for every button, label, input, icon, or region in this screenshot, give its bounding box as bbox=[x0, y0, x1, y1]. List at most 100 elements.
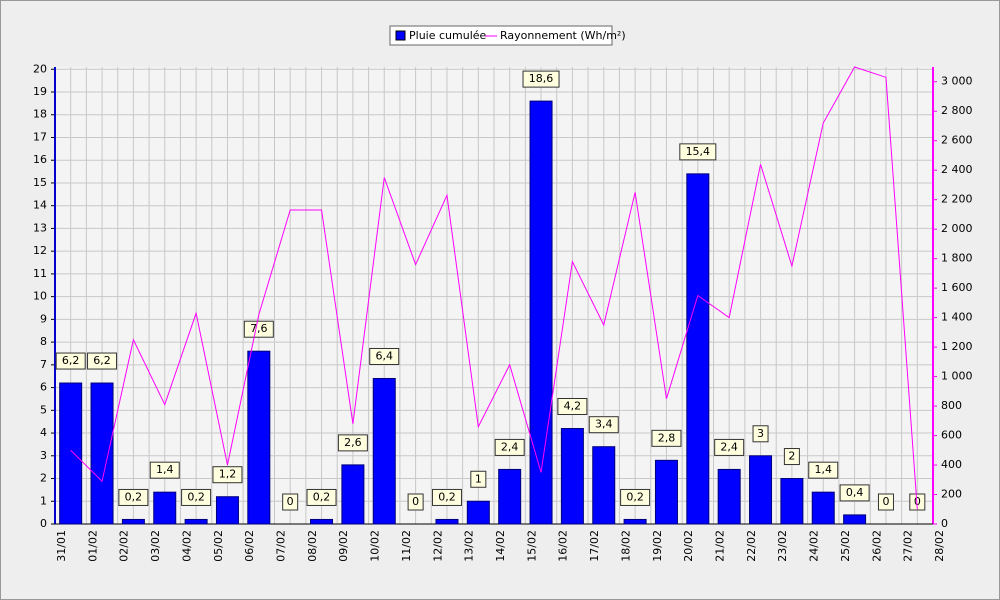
value-label-box bbox=[557, 398, 588, 416]
y-tick-label: 13 bbox=[33, 221, 47, 234]
value-label: 0,4 bbox=[846, 486, 864, 499]
legend: Pluie cumulée Rayonnement (Wh/m²) bbox=[389, 25, 626, 46]
y-tick-label: 6 bbox=[40, 381, 47, 394]
bar bbox=[749, 455, 773, 525]
bar bbox=[372, 377, 396, 525]
value-label-box bbox=[714, 438, 745, 456]
value-label-box bbox=[282, 493, 299, 511]
value-label-box bbox=[369, 347, 400, 365]
value-label: 0 bbox=[412, 495, 419, 508]
x-tick-label: 06/02 bbox=[243, 530, 256, 562]
value-label: 1,4 bbox=[815, 463, 833, 476]
legend-swatch bbox=[395, 30, 406, 41]
legend-box bbox=[389, 25, 613, 46]
y-tick-label: 14 bbox=[33, 199, 47, 212]
bar bbox=[310, 518, 334, 525]
y-tick-label: 0 bbox=[40, 517, 47, 530]
value-label: 1,2 bbox=[219, 468, 237, 481]
value-label: 7,6 bbox=[250, 322, 268, 335]
x-tick-label: 22/02 bbox=[745, 530, 758, 562]
y-tick-label: 10 bbox=[33, 290, 47, 303]
value-label-box bbox=[337, 434, 368, 452]
y-tick-label: 5 bbox=[40, 403, 47, 416]
y2-tick-label: 600 bbox=[941, 429, 962, 442]
y-tick-label: 7 bbox=[40, 358, 47, 371]
y-tick-label: 17 bbox=[33, 130, 47, 143]
value-label: 2,4 bbox=[501, 440, 519, 453]
y2-tick-label: 1 400 bbox=[941, 311, 973, 324]
bar bbox=[247, 350, 271, 525]
bar bbox=[623, 518, 647, 525]
y2-tick-label: 400 bbox=[941, 458, 962, 471]
bar bbox=[717, 468, 741, 525]
value-label-box bbox=[588, 416, 619, 434]
bar bbox=[780, 478, 804, 525]
x-tick-label: 26/02 bbox=[870, 530, 883, 562]
value-label: 2,6 bbox=[344, 436, 362, 449]
x-tick-label: 16/02 bbox=[557, 530, 570, 562]
value-label: 1,4 bbox=[156, 463, 174, 476]
value-label-box bbox=[679, 143, 717, 161]
y2-tick-label: 2 800 bbox=[941, 104, 973, 117]
x-tick-label: 07/02 bbox=[275, 530, 288, 562]
bar bbox=[654, 459, 678, 525]
y2-tick-label: 2 600 bbox=[941, 134, 973, 147]
y-tick-label: 19 bbox=[33, 85, 47, 98]
value-label-box bbox=[431, 488, 462, 506]
value-label-box bbox=[407, 493, 424, 511]
x-tick-label: 28/02 bbox=[933, 530, 946, 562]
bar bbox=[498, 468, 522, 525]
value-label-box bbox=[181, 488, 212, 506]
value-label: 2 bbox=[788, 450, 795, 463]
y2-tick-label: 3 000 bbox=[941, 75, 973, 88]
x-tick-label: 19/02 bbox=[651, 530, 664, 562]
x-tick-label: 24/02 bbox=[808, 530, 821, 562]
value-label-box bbox=[118, 488, 149, 506]
y-tick-label: 20 bbox=[33, 62, 47, 75]
value-label-box bbox=[651, 429, 682, 447]
y-tick-label: 8 bbox=[40, 335, 47, 348]
x-tick-label: 13/02 bbox=[463, 530, 476, 562]
value-label: 4,2 bbox=[564, 400, 582, 413]
x-tick-label: 15/02 bbox=[525, 530, 538, 562]
value-label-box bbox=[87, 352, 118, 370]
y2-tick-label: 200 bbox=[941, 488, 962, 501]
value-label: 15,4 bbox=[686, 145, 711, 158]
value-label: 6,2 bbox=[93, 354, 111, 367]
value-label-box bbox=[470, 470, 487, 488]
y-tick-label: 2 bbox=[40, 472, 47, 485]
x-tick-label: 05/02 bbox=[212, 530, 225, 562]
y-tick-label: 9 bbox=[40, 312, 47, 325]
value-label-box bbox=[877, 493, 894, 511]
bar bbox=[121, 518, 145, 525]
y-tick-label: 3 bbox=[40, 449, 47, 462]
value-label-box bbox=[149, 461, 180, 479]
legend-label: Rayonnement (Wh/m²) bbox=[500, 29, 626, 42]
x-tick-label: 21/02 bbox=[714, 530, 727, 562]
value-label-box bbox=[494, 438, 525, 456]
bar bbox=[59, 382, 83, 525]
x-tick-label: 14/02 bbox=[494, 530, 507, 562]
value-label: 18,6 bbox=[529, 72, 554, 85]
bar bbox=[686, 173, 710, 525]
value-label-box bbox=[783, 448, 800, 466]
bar bbox=[466, 500, 490, 525]
x-tick-label: 12/02 bbox=[431, 530, 444, 562]
bar bbox=[811, 491, 835, 525]
x-tick-label: 27/02 bbox=[902, 530, 915, 562]
bar bbox=[592, 446, 616, 525]
value-label-box bbox=[306, 488, 337, 506]
x-tick-label: 25/02 bbox=[839, 530, 852, 562]
value-label-box bbox=[839, 484, 870, 502]
x-tick-label: 17/02 bbox=[588, 530, 601, 562]
x-tick-label: 01/02 bbox=[86, 530, 99, 562]
value-label: 2,4 bbox=[720, 440, 738, 453]
value-label: 0,2 bbox=[626, 490, 644, 503]
y-tick-label: 4 bbox=[40, 426, 47, 439]
value-label: 6,2 bbox=[62, 354, 80, 367]
value-label: 3 bbox=[757, 427, 764, 440]
value-label: 0,2 bbox=[187, 490, 205, 503]
y-tick-label: 12 bbox=[33, 244, 47, 257]
bar bbox=[153, 491, 177, 525]
